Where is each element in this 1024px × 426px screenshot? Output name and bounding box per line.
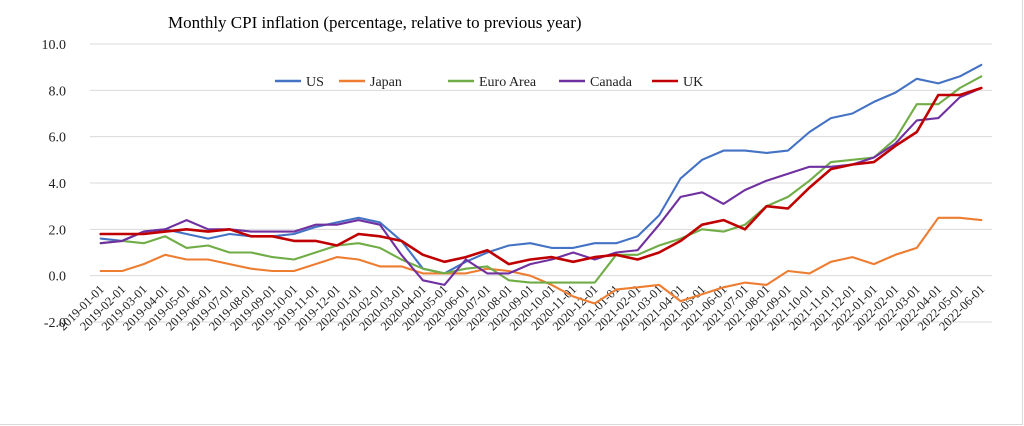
series-line-euro-area	[99, 75, 983, 284]
chart-title: Monthly CPI inflation (percentage, relat…	[168, 13, 582, 32]
legend-label: US	[306, 75, 324, 90]
series-line-canada	[99, 86, 983, 286]
legend-label: Canada	[590, 75, 633, 90]
y-tick-label: 6.0	[49, 131, 67, 146]
series-lines	[99, 63, 983, 305]
y-tick-label: 8.0	[49, 84, 67, 99]
series-line-japan	[99, 216, 983, 305]
y-tick-label: 0.0	[49, 270, 67, 285]
y-tick-label: 10.0	[42, 38, 67, 53]
series-line-us	[99, 63, 983, 275]
y-tick-label: 2.0	[49, 223, 67, 238]
y-tick-label: 4.0	[49, 177, 67, 192]
y-tick-label: -2.0	[44, 316, 66, 331]
y-axis-tick-labels: -2.0 0.0 2.0 4.0 6.0 8.0 10.0	[42, 38, 67, 331]
legend-label: Japan	[370, 75, 402, 90]
legend-label: Euro Area	[479, 75, 537, 90]
series-line-uk	[99, 86, 983, 266]
gridlines	[90, 43, 992, 323]
legend-label: UK	[683, 75, 703, 90]
x-axis-tick-labels: 2019-01-012019-02-012019-03-012019-04-01…	[56, 282, 988, 333]
legend: US Japan Euro Area Canada UK	[275, 75, 703, 90]
